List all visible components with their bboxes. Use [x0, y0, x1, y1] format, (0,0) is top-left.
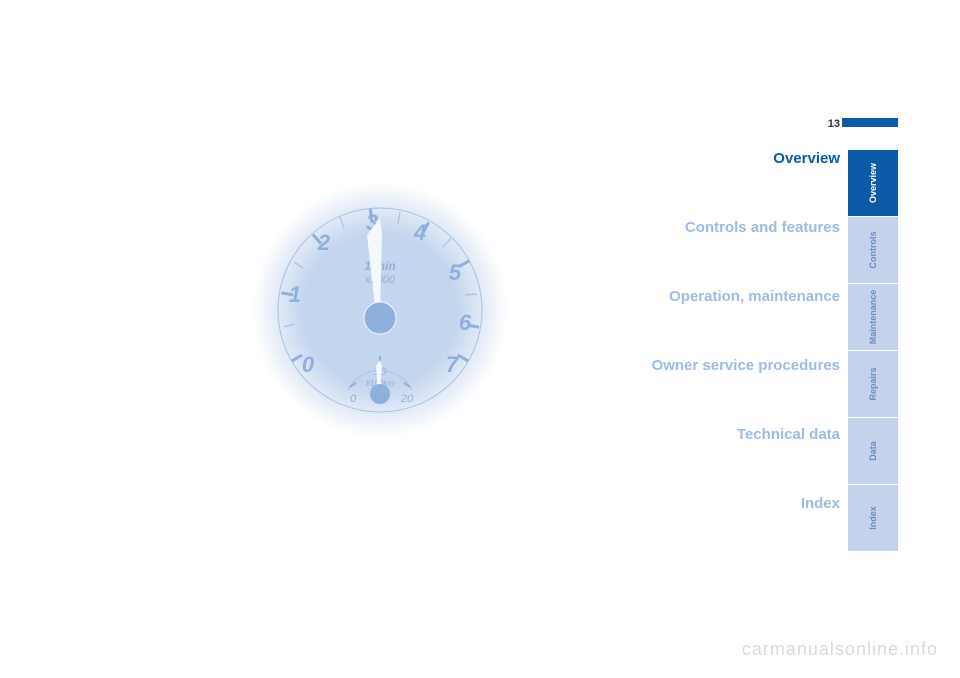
tab-label: Repairs [868, 367, 878, 400]
tab-repairs[interactable]: Repairs [848, 351, 898, 417]
watermark: carmanualsonline.info [742, 639, 938, 660]
svg-text:0: 0 [302, 352, 315, 377]
tab-label: Index [868, 506, 878, 530]
tachometer-gauge: 0 1 2 3 4 5 6 7 1/min x1000 [250, 180, 510, 440]
tab-label: Maintenance [868, 290, 878, 345]
manual-page: 13 [0, 0, 960, 678]
side-tabs: Overview Controls Maintenance Repairs Da… [848, 150, 898, 552]
section-repairs[interactable]: Owner service procedures [560, 357, 840, 374]
tab-label: Controls [868, 232, 878, 269]
tab-overview[interactable]: Overview [848, 150, 898, 216]
tab-index[interactable]: Index [848, 485, 898, 551]
page-number-bar [842, 118, 898, 127]
tab-label: Overview [868, 163, 878, 203]
svg-text:6: 6 [459, 310, 472, 335]
tab-controls[interactable]: Controls [848, 217, 898, 283]
svg-text:4: 4 [413, 220, 426, 245]
svg-text:2: 2 [317, 230, 331, 255]
svg-text:1: 1 [289, 282, 301, 307]
svg-text:0: 0 [350, 393, 357, 405]
section-controls[interactable]: Controls and features [560, 219, 840, 236]
section-index[interactable]: Index [560, 495, 840, 512]
page-number: 13 [0, 118, 840, 130]
section-overview[interactable]: Overview [560, 150, 840, 167]
svg-text:20: 20 [400, 393, 414, 405]
tab-data[interactable]: Data [848, 418, 898, 484]
tab-maintenance[interactable]: Maintenance [848, 284, 898, 350]
svg-text:7: 7 [446, 352, 460, 377]
svg-text:5: 5 [449, 260, 462, 285]
tab-label: Data [868, 441, 878, 461]
section-maintenance[interactable]: Operation, maintenance [560, 288, 840, 305]
section-data[interactable]: Technical data [560, 426, 840, 443]
section-list: Overview Controls and features Operation… [560, 150, 840, 564]
